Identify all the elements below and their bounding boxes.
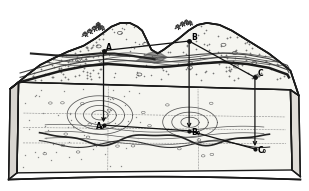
Text: B: B — [192, 33, 197, 42]
Polygon shape — [9, 82, 19, 180]
Text: A₀: A₀ — [96, 122, 105, 131]
Text: C₀: C₀ — [257, 146, 266, 155]
Polygon shape — [17, 82, 292, 173]
Text: C: C — [258, 69, 264, 78]
Text: B₀: B₀ — [192, 128, 201, 137]
Polygon shape — [136, 52, 167, 63]
Polygon shape — [10, 23, 299, 96]
Polygon shape — [290, 90, 300, 177]
Text: A: A — [106, 43, 112, 52]
